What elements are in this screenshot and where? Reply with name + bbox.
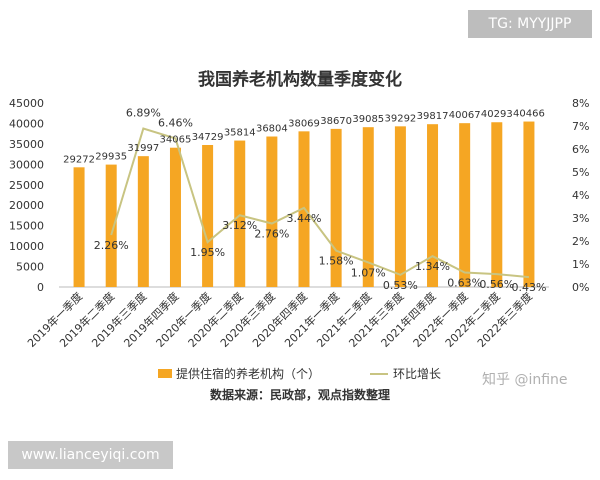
bar	[427, 124, 439, 287]
x-tick-label: 2019年一季度	[24, 289, 85, 350]
y2-tick-label: 4%	[572, 189, 589, 202]
growth-value-label: 1.58%	[319, 255, 354, 268]
y2-tick-label: 3%	[572, 212, 589, 225]
x-tick-label: 2020年二季度	[185, 289, 246, 350]
y-tick-label: 35000	[9, 138, 44, 151]
y2-tick-label: 1%	[572, 258, 589, 271]
x-tick-label: 2019年四季度	[121, 289, 182, 350]
bar-value-label: 29272	[63, 154, 95, 165]
source-note: 数据来源：民政部，观点指数整理	[210, 387, 390, 402]
growth-value-label: 6.46%	[158, 116, 193, 129]
y2-tick-label: 0%	[572, 281, 589, 294]
x-tick-label: 2019年三季度	[89, 289, 150, 350]
growth-value-label: 0.53%	[383, 279, 418, 292]
bar-value-label: 34729	[192, 132, 224, 143]
y2-tick-label: 8%	[572, 97, 589, 110]
y2-tick-label: 5%	[572, 166, 589, 179]
growth-value-label: 3.12%	[222, 219, 257, 232]
bar-value-label: 39085	[352, 114, 384, 125]
legend-label-bar: 提供住宿的养老机构（个）	[176, 366, 320, 381]
x-tick-label: 2022年二季度	[442, 289, 503, 350]
x-tick-label: 2021年二季度	[314, 289, 375, 350]
y-tick-label: 40000	[9, 117, 44, 130]
x-tick-label: 2021年一季度	[281, 289, 342, 350]
growth-value-label: 1.07%	[351, 266, 386, 279]
bar-value-label: 34065	[160, 135, 192, 146]
bar-value-label: 38069	[288, 118, 320, 129]
y2-tick-label: 6%	[572, 143, 589, 156]
y2-tick-label: 7%	[572, 120, 589, 133]
x-tick-label: 2020年一季度	[153, 289, 214, 350]
bar-value-label: 40293	[481, 109, 513, 120]
bar	[169, 147, 181, 287]
tag-badge: TG: MYYJJPP	[468, 10, 592, 38]
bar	[202, 144, 214, 287]
y-tick-label: 15000	[9, 220, 44, 233]
bar-value-label: 29935	[95, 152, 127, 163]
bar-value-label: 39292	[384, 113, 416, 124]
y-tick-label: 0	[37, 281, 44, 294]
x-tick-label: 2022年三季度	[474, 289, 535, 350]
x-tick-label: 2022年一季度	[410, 289, 471, 350]
bar	[105, 164, 117, 287]
bar	[266, 136, 278, 287]
bar	[362, 127, 374, 287]
growth-value-label: 6.89%	[126, 107, 161, 120]
growth-value-label: 0.43%	[511, 281, 546, 294]
y-tick-label: 30000	[9, 158, 44, 171]
y-tick-label: 10000	[9, 240, 44, 253]
bar	[523, 121, 535, 287]
growth-value-label: 2.26%	[94, 239, 129, 252]
x-tick-label: 2019年二季度	[57, 289, 118, 350]
bar-value-label: 31997	[127, 143, 159, 154]
bar	[491, 122, 503, 287]
growth-value-label: 0.63%	[447, 277, 482, 290]
y-tick-label: 25000	[9, 179, 44, 192]
bar	[73, 167, 85, 287]
x-tick-label: 2020年四季度	[249, 289, 310, 350]
bar-value-label: 35814	[224, 128, 256, 139]
bar	[234, 140, 246, 287]
x-tick-label: 2021年四季度	[378, 289, 439, 350]
bar-value-label: 39817	[417, 111, 449, 122]
bar	[330, 128, 342, 287]
legend-swatch-bar	[158, 369, 172, 378]
y2-tick-label: 2%	[572, 235, 589, 248]
site-url-badge: www.lianceyiqi.com	[8, 441, 173, 469]
y-tick-label: 45000	[9, 97, 44, 110]
bar-value-label: 40067	[449, 110, 481, 121]
y-tick-label: 5000	[16, 261, 44, 274]
growth-value-label: 3.44%	[287, 212, 322, 225]
growth-value-label: 1.95%	[190, 246, 225, 259]
x-tick-label: 2020年三季度	[217, 289, 278, 350]
growth-value-label: 2.76%	[254, 228, 289, 241]
growth-value-label: 1.34%	[415, 260, 450, 273]
bar-value-label: 38670	[320, 116, 352, 127]
watermark: 知乎 @infine	[482, 372, 568, 388]
legend-label-line: 环比增长	[393, 367, 441, 381]
y-tick-label: 20000	[9, 199, 44, 212]
bar-value-label: 36804	[256, 124, 288, 135]
bar	[394, 126, 406, 287]
bar-value-label: 40466	[513, 109, 545, 120]
bar	[137, 156, 149, 287]
growth-line	[110, 127, 530, 279]
bar	[459, 123, 471, 287]
chart-title: 我国养老机构数量季度变化	[198, 69, 402, 90]
x-tick-label: 2021年三季度	[346, 289, 407, 350]
growth-value-label: 0.56%	[479, 278, 514, 291]
